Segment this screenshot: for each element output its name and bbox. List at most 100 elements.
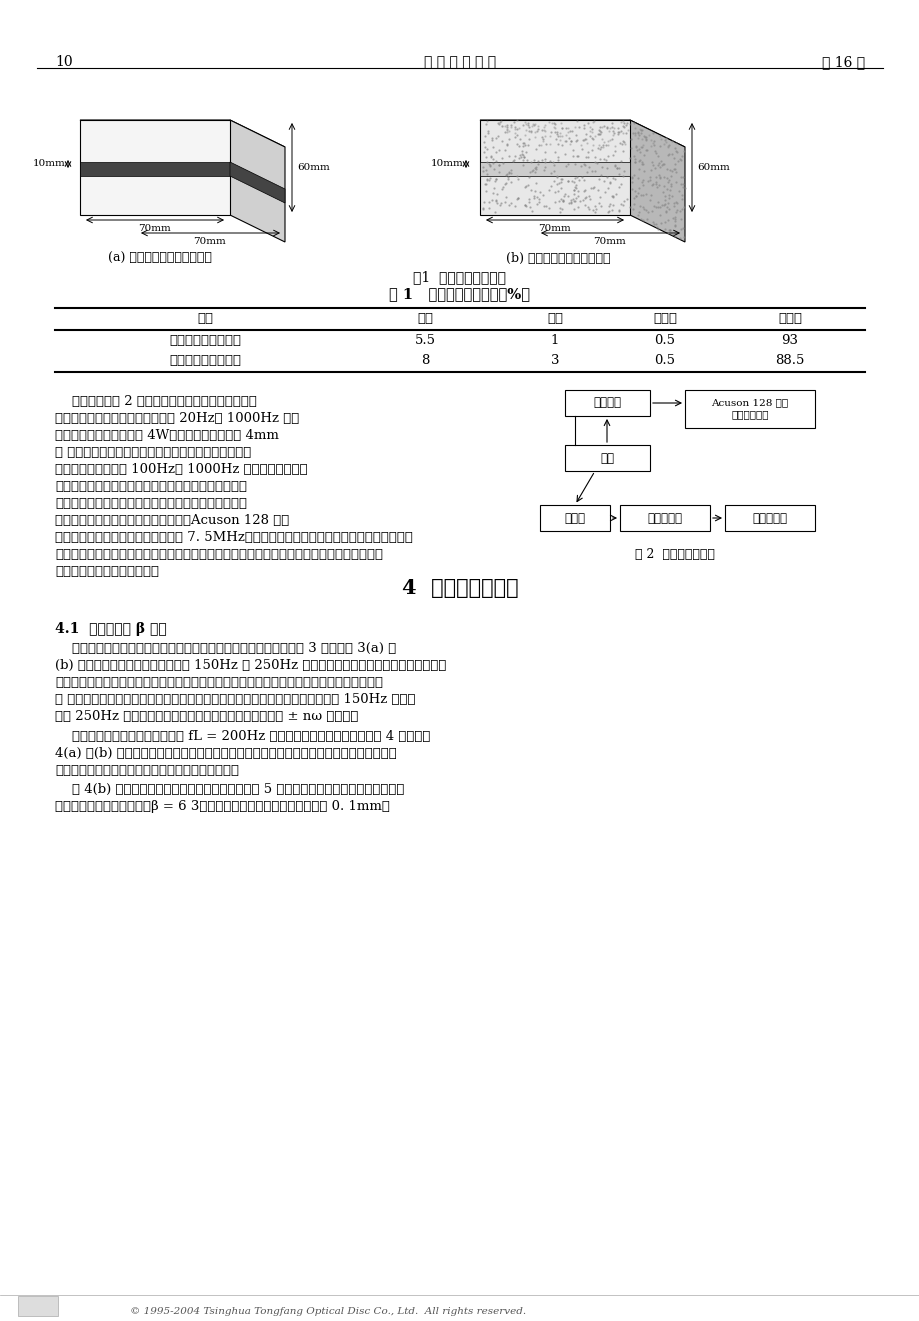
Point [656,176,671,197]
Point [481,153,495,174]
Point [537,151,551,172]
Point [650,192,664,213]
Point [535,128,550,149]
Point [623,137,638,159]
Point [548,122,562,143]
Point [638,127,652,148]
Point [485,136,500,157]
Text: 3: 3 [550,354,559,367]
Point [591,120,606,141]
Text: (b) 分别对应于外部低频振动频率为 150Hz 和 250Hz 时的结果。图中横轴表示时间，纵轴表示: (b) 分别对应于外部低频振动频率为 150Hz 和 250Hz 时的结果。图中… [55,659,446,672]
Point [653,213,668,234]
Point [625,123,640,144]
Point [618,115,633,136]
Point [568,124,583,145]
Point [667,210,682,231]
Point [549,165,563,186]
Text: 93: 93 [780,334,798,347]
Point [556,185,571,206]
Text: 70mm: 70mm [593,236,626,246]
Point [615,194,630,215]
Point [675,166,689,188]
Point [477,125,492,147]
Point [616,132,630,153]
Point [553,177,568,198]
Point [668,193,683,214]
Point [566,170,581,192]
Point [673,149,687,170]
Point [639,184,653,205]
Point [494,177,509,198]
Point [542,133,557,155]
Point [618,133,632,155]
Point [501,145,516,166]
Point [607,123,621,144]
Point [602,193,617,214]
Point [622,114,637,135]
Point [564,120,579,141]
Point [494,178,509,199]
Point [528,193,543,214]
Point [531,135,546,156]
Point [628,185,642,206]
Point [598,135,613,156]
Point [584,128,599,149]
Point [661,135,675,156]
Point [660,223,675,244]
Point [511,147,526,168]
Point [635,210,650,231]
Point [611,122,626,143]
Point [548,114,562,135]
Point [498,172,513,193]
Point [509,189,524,210]
Point [641,169,656,190]
Point [650,145,664,166]
Point [594,116,608,137]
Point [652,197,666,218]
Point [594,196,608,217]
Point [485,182,500,203]
Point [505,151,520,172]
Point [627,148,641,169]
Point [567,153,582,174]
Point [634,153,649,174]
Point [475,160,490,181]
Point [552,125,567,147]
Point [481,197,495,218]
Point [599,116,614,137]
Point [514,140,528,161]
Text: 图1  非均匀仿体结构图: 图1 非均匀仿体结构图 [413,269,506,284]
Point [667,226,682,247]
Point [661,169,675,190]
Point [538,157,552,178]
Point [646,214,661,235]
Point [537,148,551,169]
Polygon shape [230,120,285,242]
Point [483,145,498,166]
Point [632,118,647,139]
Point [587,152,602,173]
Polygon shape [480,162,630,176]
Point [624,172,639,193]
Point [668,141,683,162]
Point [648,143,663,164]
Point [615,111,630,132]
Point [581,198,596,219]
Point [650,155,664,176]
Point [529,186,544,207]
Point [631,201,646,222]
Point [580,132,595,153]
Point [526,114,540,135]
Point [493,192,507,213]
Point [494,110,508,131]
Point [591,193,606,214]
Point [509,165,524,186]
Point [562,193,576,214]
Point [641,166,656,188]
Point [592,120,607,141]
Point [593,137,607,159]
Point [547,118,562,139]
Point [642,184,657,205]
Point [605,124,619,145]
Point [644,123,659,144]
